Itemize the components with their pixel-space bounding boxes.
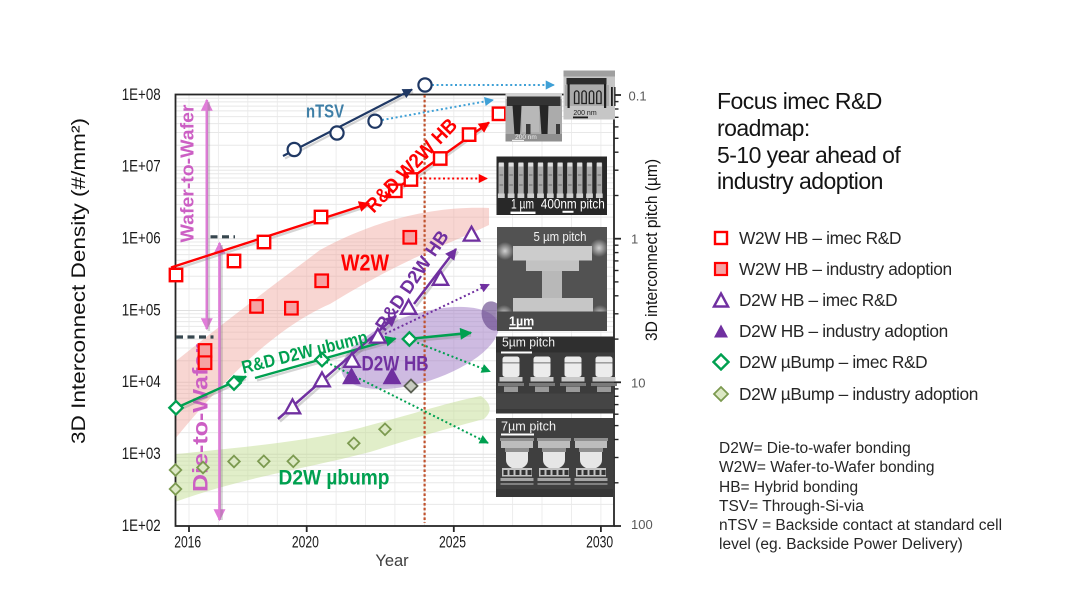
svg-text:D2W µbump: D2W µbump [279, 467, 390, 490]
svg-text:200 nm: 200 nm [515, 134, 537, 141]
svg-text:1E+02: 1E+02 [122, 516, 161, 535]
svg-text:5 µm pitch: 5 µm pitch [534, 229, 587, 244]
svg-text:1 µm: 1 µm [511, 196, 534, 212]
svg-text:7µm pitch: 7µm pitch [501, 419, 556, 434]
svg-text:nTSV: nTSV [306, 102, 344, 122]
svg-text:1µm: 1µm [509, 315, 534, 329]
svg-text:400nm pitch: 400nm pitch [541, 196, 605, 212]
svg-text:Die-to-Wafer: Die-to-Wafer [190, 344, 213, 492]
svg-text:100: 100 [631, 517, 653, 532]
svg-text:1E+06: 1E+06 [122, 229, 161, 248]
svg-text:3D interconnect pitch (µm): 3D interconnect pitch (µm) [642, 159, 661, 341]
svg-text:1E+08: 1E+08 [122, 85, 161, 104]
svg-text:D2W HB: D2W HB [362, 353, 429, 376]
svg-text:1: 1 [631, 231, 638, 246]
svg-text:3D Interconnect Density (#/mm²: 3D Interconnect Density (#/mm²) [69, 118, 90, 444]
svg-text:1E+05: 1E+05 [122, 300, 161, 319]
svg-text:2025: 2025 [439, 534, 466, 552]
svg-text:Wafer-to-Wafer: Wafer-to-Wafer [178, 105, 198, 243]
svg-text:10: 10 [631, 375, 645, 390]
svg-text:2020: 2020 [292, 534, 319, 552]
svg-text:0.1: 0.1 [629, 88, 647, 103]
svg-text:200 nm: 200 nm [573, 110, 597, 117]
svg-text:2030: 2030 [586, 534, 613, 552]
svg-text:1E+04: 1E+04 [122, 372, 161, 391]
svg-text:1E+07: 1E+07 [122, 157, 161, 176]
svg-text:Year: Year [375, 552, 409, 570]
svg-text:5µm pitch: 5µm pitch [502, 335, 555, 350]
svg-text:W2W: W2W [341, 250, 389, 276]
svg-text:2016: 2016 [174, 534, 201, 552]
svg-text:1E+03: 1E+03 [122, 444, 161, 463]
